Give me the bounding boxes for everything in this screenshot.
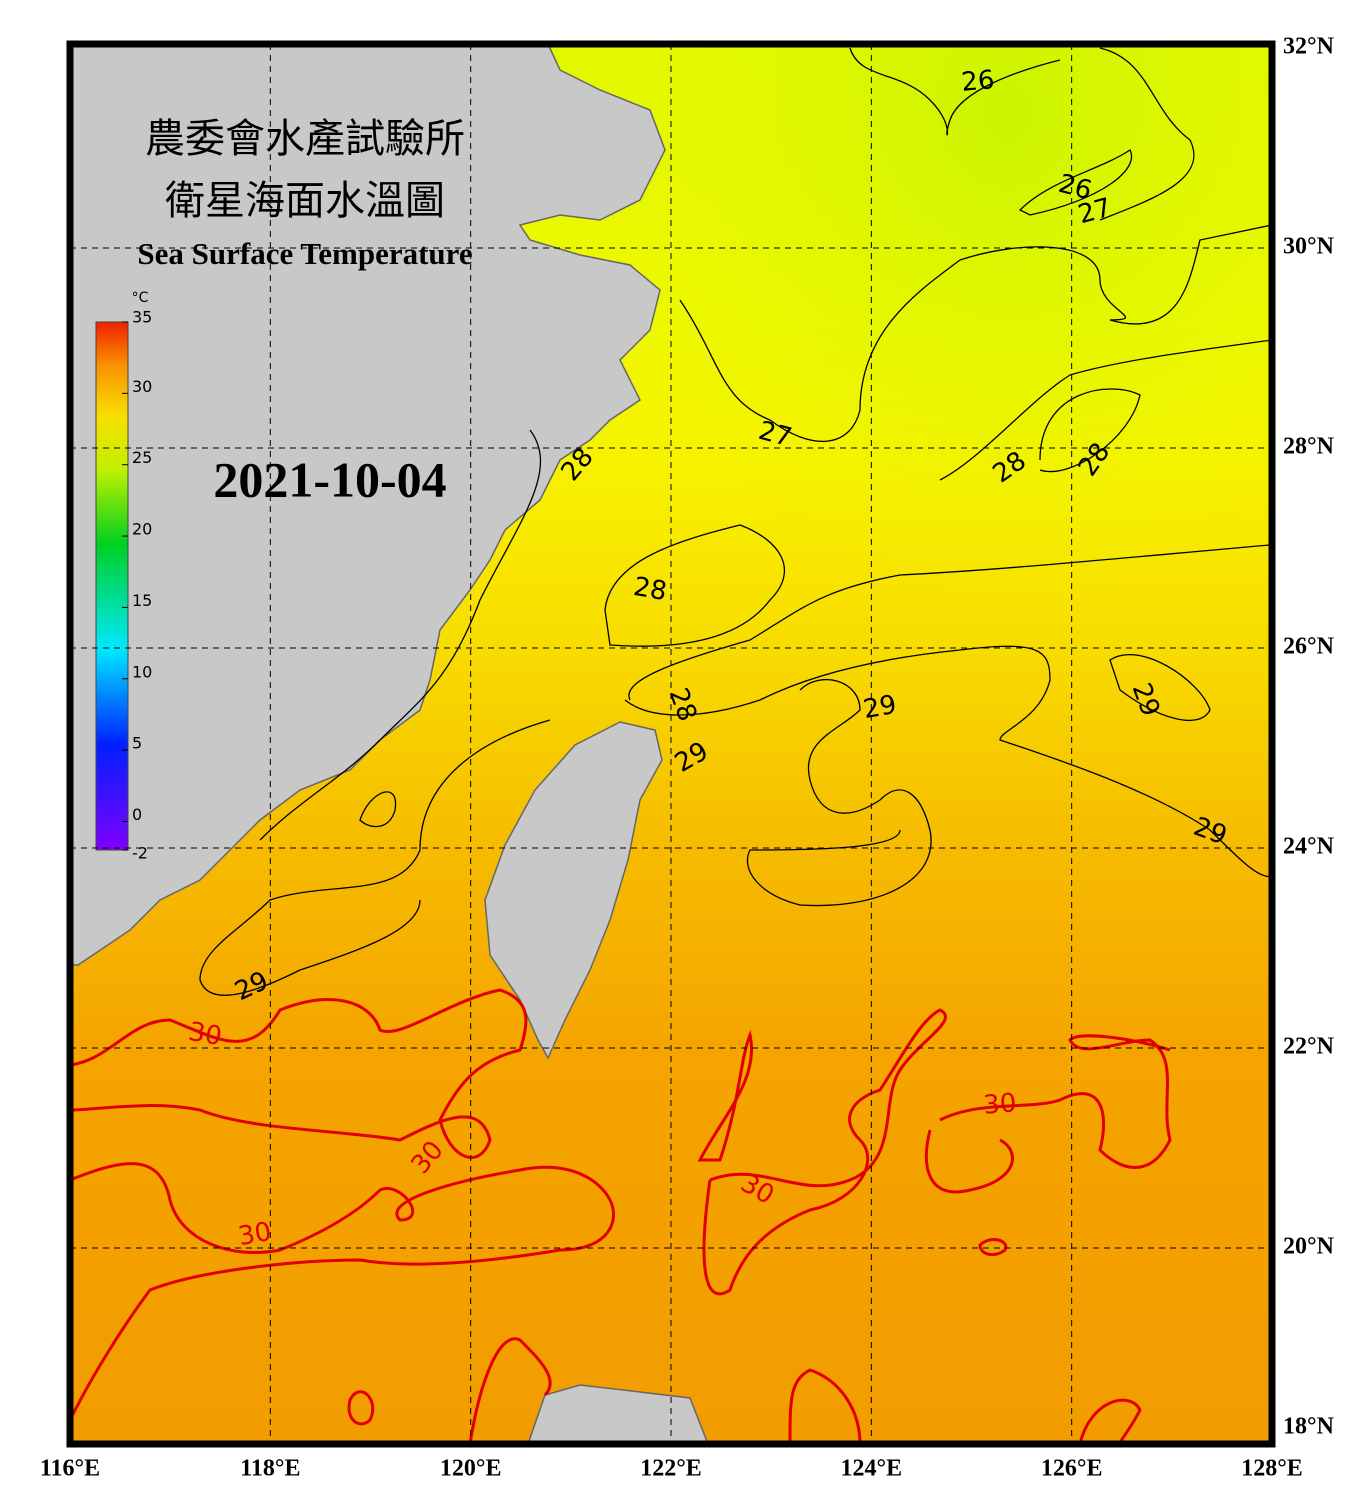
- colorbar-tick-label: 5: [132, 734, 142, 753]
- title-en: Sea Surface Temperature: [137, 236, 472, 271]
- contour-label: 28: [631, 572, 669, 607]
- colorbar-tick-label: 15: [132, 591, 152, 610]
- contour-label: 29: [861, 690, 899, 725]
- x-tick-label: 126°E: [1041, 1456, 1103, 1482]
- colorbar-tick-label: 20: [132, 520, 152, 539]
- contour-label: 30: [186, 1017, 224, 1052]
- colorbar-tick-label: -2: [132, 844, 148, 863]
- colorbar-tick-label: 30: [132, 377, 152, 396]
- contour-label: 30: [236, 1217, 274, 1252]
- land-taiwan: [484, 721, 663, 1060]
- land-china: [70, 44, 666, 966]
- colorbar-unit: °C: [132, 290, 149, 306]
- colorbar: [95, 321, 129, 851]
- y-tick-label: 30°N: [1283, 234, 1335, 260]
- colorbar-tick-label: 0: [132, 805, 142, 824]
- title-zh: 農委會水產試驗所: [145, 116, 465, 161]
- contour-label: 30: [982, 1088, 1018, 1121]
- y-tick-label: 24°N: [1283, 834, 1335, 860]
- x-tick-label: 120°E: [440, 1456, 502, 1482]
- y-tick-label: 26°N: [1283, 634, 1335, 660]
- y-tick-label: 28°N: [1283, 434, 1335, 460]
- x-tick-label: 118°E: [240, 1456, 300, 1482]
- x-tick-label: 116°E: [40, 1456, 100, 1482]
- x-tick-label: 128°E: [1241, 1456, 1303, 1482]
- colorbar-tick-label: 35: [132, 308, 152, 327]
- colorbar-tick-label: 10: [132, 662, 152, 681]
- x-tick-label: 122°E: [640, 1456, 702, 1482]
- y-tick-label: 20°N: [1283, 1234, 1335, 1260]
- y-tick-label: 18°N: [1283, 1414, 1335, 1440]
- contour-label: 26: [960, 65, 996, 98]
- y-tick-label: 22°N: [1283, 1034, 1335, 1060]
- y-tick-label: 32°N: [1283, 34, 1335, 60]
- x-tick-label: 124°E: [841, 1456, 903, 1482]
- colorbar-tick-label: 25: [132, 448, 152, 467]
- contours-red: [70, 988, 1172, 1444]
- contours-black: [199, 47, 1272, 996]
- title-zh: 衛星海面水溫圖: [165, 178, 445, 223]
- date: 2021-10-04: [213, 451, 446, 507]
